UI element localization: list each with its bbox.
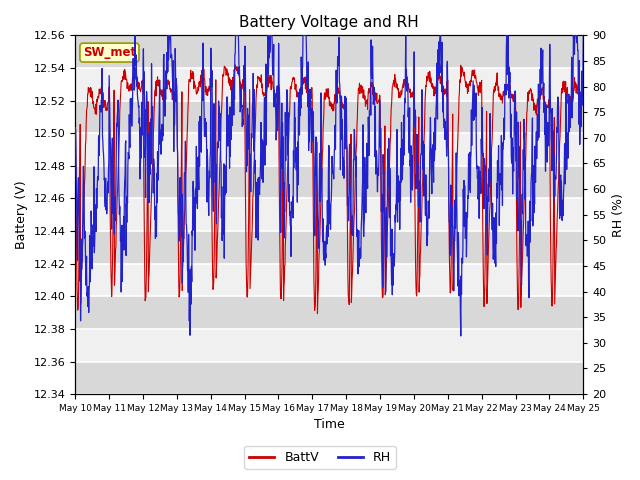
Bar xyxy=(76,264,583,296)
Bar xyxy=(76,133,583,166)
Legend: BattV, RH: BattV, RH xyxy=(244,446,396,469)
Y-axis label: Battery (V): Battery (V) xyxy=(15,180,28,249)
Bar xyxy=(76,36,583,68)
Bar xyxy=(76,101,583,133)
Bar xyxy=(76,68,583,101)
Bar xyxy=(76,166,583,198)
Title: Battery Voltage and RH: Battery Voltage and RH xyxy=(239,15,419,30)
Bar xyxy=(76,296,583,329)
Text: SW_met: SW_met xyxy=(83,46,136,59)
Bar xyxy=(76,361,583,394)
Bar xyxy=(76,329,583,361)
X-axis label: Time: Time xyxy=(314,419,345,432)
Bar xyxy=(76,198,583,231)
Bar xyxy=(76,231,583,264)
Y-axis label: RH (%): RH (%) xyxy=(612,193,625,237)
